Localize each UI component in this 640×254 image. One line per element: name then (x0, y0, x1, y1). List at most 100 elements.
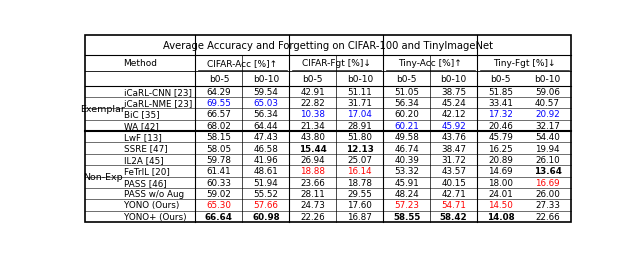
Text: 14.50: 14.50 (488, 201, 513, 210)
Text: 65.30: 65.30 (207, 201, 232, 210)
Text: 48.24: 48.24 (394, 189, 419, 198)
Text: 48.61: 48.61 (253, 167, 278, 176)
Text: BiC [35]: BiC [35] (124, 110, 159, 119)
Text: 68.02: 68.02 (207, 121, 231, 130)
Text: Method: Method (123, 59, 157, 68)
Text: 64.44: 64.44 (253, 121, 278, 130)
Text: 57.23: 57.23 (394, 201, 419, 210)
Text: 46.74: 46.74 (394, 144, 419, 153)
Text: 59.78: 59.78 (207, 155, 232, 164)
Text: 40.57: 40.57 (535, 99, 560, 108)
Text: Tiny-Fgt [%]↓: Tiny-Fgt [%]↓ (493, 59, 556, 68)
Text: 29.55: 29.55 (348, 189, 372, 198)
Text: b0-10: b0-10 (347, 74, 373, 83)
Text: 17.60: 17.60 (348, 201, 372, 210)
Text: 66.57: 66.57 (207, 110, 231, 119)
Text: WA [42]: WA [42] (124, 121, 159, 130)
Text: 51.11: 51.11 (348, 87, 372, 96)
Text: 56.34: 56.34 (253, 110, 278, 119)
Text: 26.94: 26.94 (301, 155, 325, 164)
Text: 40.15: 40.15 (441, 178, 466, 187)
Text: 59.06: 59.06 (535, 87, 560, 96)
Text: 45.79: 45.79 (488, 133, 513, 142)
Text: b0-5: b0-5 (209, 74, 229, 83)
Text: 59.02: 59.02 (207, 189, 231, 198)
Text: 60.20: 60.20 (394, 110, 419, 119)
Text: 42.12: 42.12 (442, 110, 466, 119)
Text: iCaRL-NME [23]: iCaRL-NME [23] (124, 99, 192, 108)
Text: 40.39: 40.39 (394, 155, 419, 164)
Text: 17.04: 17.04 (348, 110, 372, 119)
Text: 33.41: 33.41 (488, 99, 513, 108)
Text: 26.00: 26.00 (535, 189, 560, 198)
Text: 58.15: 58.15 (207, 133, 232, 142)
Text: 56.34: 56.34 (394, 99, 419, 108)
Text: 20.92: 20.92 (535, 110, 560, 119)
Text: 13.64: 13.64 (534, 167, 561, 176)
Text: b0-10: b0-10 (534, 74, 561, 83)
Text: 25.07: 25.07 (348, 155, 372, 164)
Text: 31.71: 31.71 (348, 99, 372, 108)
Text: 45.91: 45.91 (394, 178, 419, 187)
Text: 15.44: 15.44 (299, 144, 326, 153)
Text: 26.10: 26.10 (535, 155, 560, 164)
Text: 66.64: 66.64 (205, 212, 233, 221)
Text: PASS w/o Aug: PASS w/o Aug (124, 189, 184, 198)
Text: 60.98: 60.98 (252, 212, 280, 221)
Text: YONO+ (Ours): YONO+ (Ours) (124, 212, 186, 221)
Text: 18.88: 18.88 (300, 167, 325, 176)
Text: 58.55: 58.55 (393, 212, 420, 221)
Text: 59.54: 59.54 (253, 87, 278, 96)
Text: Average Accuracy and Forgetting on CIFAR-100 and TinyImageNet: Average Accuracy and Forgetting on CIFAR… (163, 41, 493, 51)
Text: SSRE [47]: SSRE [47] (124, 144, 168, 153)
Text: 69.55: 69.55 (207, 99, 231, 108)
Text: 65.03: 65.03 (253, 99, 278, 108)
Text: 55.52: 55.52 (253, 189, 278, 198)
Text: iCaRL-CNN [23]: iCaRL-CNN [23] (124, 87, 192, 96)
Text: b0-10: b0-10 (253, 74, 279, 83)
Text: 16.87: 16.87 (348, 212, 372, 221)
Text: 12.13: 12.13 (346, 144, 374, 153)
Text: 54.40: 54.40 (535, 133, 560, 142)
Text: 24.73: 24.73 (300, 201, 325, 210)
Text: 42.71: 42.71 (442, 189, 466, 198)
Text: 20.46: 20.46 (488, 121, 513, 130)
Text: b0-5: b0-5 (490, 74, 511, 83)
Text: 18.78: 18.78 (348, 178, 372, 187)
Text: 22.26: 22.26 (301, 212, 325, 221)
Text: LwF [13]: LwF [13] (124, 133, 162, 142)
Text: 20.89: 20.89 (488, 155, 513, 164)
Text: 27.33: 27.33 (535, 201, 560, 210)
Text: 17.32: 17.32 (488, 110, 513, 119)
Text: Tiny-Acc [%]↑: Tiny-Acc [%]↑ (398, 59, 462, 68)
Text: 64.29: 64.29 (207, 87, 231, 96)
Text: 43.76: 43.76 (441, 133, 466, 142)
Text: 14.08: 14.08 (487, 212, 515, 221)
Text: 38.75: 38.75 (441, 87, 466, 96)
Text: 47.43: 47.43 (253, 133, 278, 142)
Text: 22.82: 22.82 (300, 99, 325, 108)
Text: 46.58: 46.58 (253, 144, 278, 153)
Text: 51.80: 51.80 (348, 133, 372, 142)
Text: 54.71: 54.71 (441, 201, 466, 210)
Text: 45.24: 45.24 (442, 99, 466, 108)
Text: YONO (Ours): YONO (Ours) (124, 201, 179, 210)
Text: 60.33: 60.33 (207, 178, 232, 187)
Text: 18.00: 18.00 (488, 178, 513, 187)
Text: 51.94: 51.94 (253, 178, 278, 187)
Text: 24.01: 24.01 (488, 189, 513, 198)
Text: Non-Exp: Non-Exp (83, 172, 123, 181)
Text: 61.41: 61.41 (207, 167, 231, 176)
Text: 10.38: 10.38 (300, 110, 325, 119)
Text: 51.85: 51.85 (488, 87, 513, 96)
Text: 57.66: 57.66 (253, 201, 278, 210)
Text: 42.91: 42.91 (301, 87, 325, 96)
Text: 60.21: 60.21 (394, 121, 419, 130)
Text: 28.91: 28.91 (348, 121, 372, 130)
Text: b0-5: b0-5 (396, 74, 417, 83)
Text: 14.69: 14.69 (488, 167, 513, 176)
Text: IL2A [45]: IL2A [45] (124, 155, 164, 164)
Text: 58.05: 58.05 (206, 144, 232, 153)
Text: 19.94: 19.94 (535, 144, 560, 153)
Text: 32.17: 32.17 (535, 121, 560, 130)
